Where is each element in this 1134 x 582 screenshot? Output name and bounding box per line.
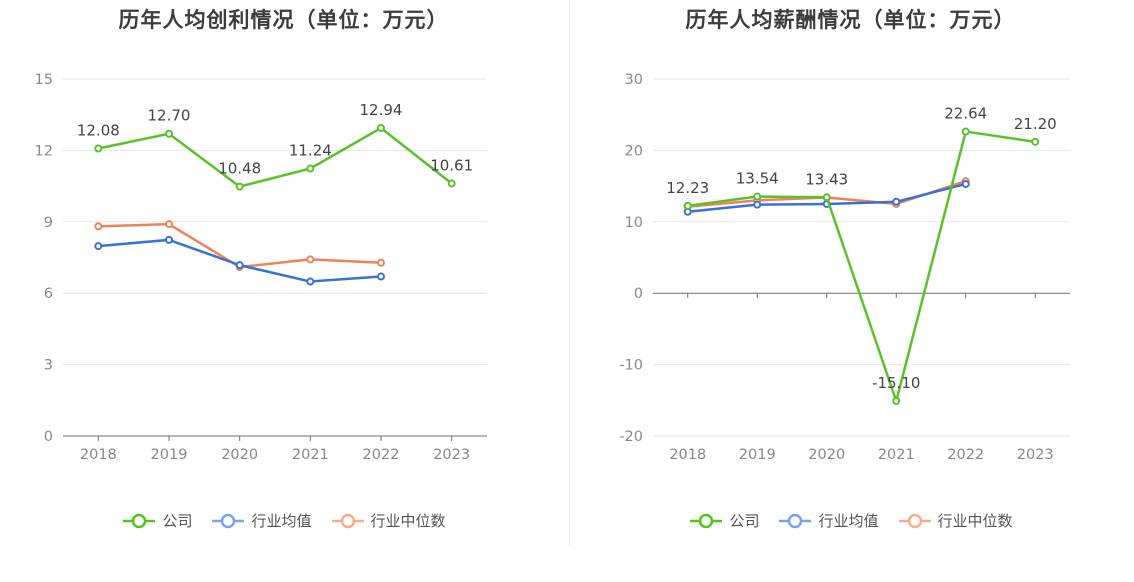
legend-label-company: 公司	[162, 512, 193, 530]
legend-label-industry-median: 行业中位数	[937, 512, 1013, 530]
data-point	[94, 144, 103, 153]
data-point	[377, 272, 385, 281]
x-tick-label: 2018	[669, 447, 706, 463]
data-label: 22.64	[944, 105, 987, 123]
y-tick-label: -10	[619, 358, 643, 374]
data-point	[377, 258, 385, 267]
legend-label-industry-average: 行业均值	[251, 512, 312, 530]
data-point	[1031, 137, 1040, 146]
data-point	[165, 220, 173, 229]
data-point	[165, 235, 173, 244]
data-label: 12.23	[666, 179, 709, 197]
data-point	[961, 179, 970, 188]
chart-title: 历年人均薪酬情况（单位：万元）	[685, 8, 1016, 32]
data-label: 12.08	[77, 121, 120, 139]
legend-item-industry-average[interactable]: 行业均值	[777, 510, 879, 531]
data-point	[235, 182, 244, 191]
chart-panel-per-capita-profit: 历年人均创利情况（单位：万元） 0 3 6 9 12 15 2018 2019 2020 2021…	[0, 8, 567, 531]
chart-legend: 公司 行业均值 行业中位数	[567, 510, 1134, 531]
line-chart-per-capita-profit: 0 3 6 9 12 15 2018 2019 2020 2021 2022 2023 12.08 12.…	[35, 72, 487, 463]
legend-marker-industry-average	[779, 513, 812, 528]
y-tick-label: 10	[625, 215, 643, 231]
chart-panel-per-capita-salary: 历年人均薪酬情况（单位：万元） -20 -10 0 10 20 30 2018 2019 202…	[567, 0, 1134, 582]
data-point	[306, 277, 315, 286]
data-label: -15.10	[872, 374, 920, 392]
data-point	[822, 193, 831, 202]
legend-marker-industry-median	[898, 513, 931, 528]
series-line	[98, 222, 382, 269]
legend-label-company: 公司	[729, 512, 760, 530]
legend-item-company[interactable]: 公司	[121, 510, 192, 531]
data-point	[683, 201, 692, 210]
data-point	[235, 261, 244, 270]
y-tick-label: 6	[44, 286, 53, 302]
data-point	[892, 197, 901, 206]
legend-marker-industry-median	[331, 513, 364, 528]
y-tick-label: 15	[35, 72, 53, 88]
data-point	[892, 397, 901, 406]
chart-legend: 公司 行业均值 行业中位数	[0, 510, 567, 531]
y-tick-label: 0	[634, 286, 643, 302]
data-label: 21.20	[1014, 115, 1057, 133]
data-label: 12.70	[148, 107, 191, 125]
data-point	[447, 179, 456, 188]
y-tick-label: 12	[35, 143, 53, 159]
data-point	[306, 164, 315, 173]
x-tick-label: 2021	[292, 447, 329, 463]
y-tick-label: 0	[44, 429, 53, 445]
legend-item-industry-median[interactable]: 行业中位数	[330, 510, 446, 531]
x-tick-label: 2021	[878, 447, 915, 463]
x-tick-label: 2023	[433, 447, 470, 463]
x-tick-label: 2020	[808, 447, 845, 463]
y-tick-label: 9	[44, 215, 53, 231]
data-label: 11.24	[289, 141, 332, 159]
x-tick-label: 2023	[1017, 447, 1054, 463]
legend-item-industry-median[interactable]: 行业中位数	[897, 510, 1013, 531]
line-chart-per-capita-salary: -20 -10 0 10 20 30 2018 2019 2020 2021 2022 2023 12.…	[619, 72, 1070, 463]
legend-item-company[interactable]: 公司	[688, 510, 759, 531]
legend-marker-industry-average	[212, 513, 245, 528]
data-point	[94, 222, 103, 231]
data-point	[165, 129, 173, 138]
data-label: 10.61	[430, 156, 473, 174]
legend-label-industry-average: 行业均值	[818, 512, 879, 530]
data-label: 12.94	[360, 101, 403, 119]
legend-item-industry-average[interactable]: 行业均值	[210, 510, 312, 531]
x-tick-label: 2022	[947, 447, 984, 463]
y-tick-label: 30	[625, 72, 643, 88]
data-point	[961, 127, 970, 136]
chart-title: 历年人均创利情况（单位：万元）	[118, 8, 449, 32]
data-point	[753, 200, 762, 209]
data-point	[306, 255, 315, 264]
panel-divider	[569, 0, 570, 545]
legend-marker-company	[123, 513, 156, 528]
series-line	[98, 126, 453, 188]
y-tick-label: 20	[625, 143, 643, 159]
data-point	[94, 242, 103, 251]
x-tick-label: 2018	[80, 447, 117, 463]
x-tick-label: 2022	[363, 447, 400, 463]
legend-marker-company	[690, 513, 723, 528]
legend-label-industry-median: 行业中位数	[370, 512, 446, 530]
data-label: 10.48	[218, 160, 261, 178]
x-tick-label: 2020	[221, 447, 258, 463]
x-tick-label: 2019	[151, 447, 188, 463]
data-label: 13.54	[736, 170, 779, 188]
data-label: 13.43	[805, 170, 848, 188]
y-tick-label: 3	[44, 358, 53, 374]
x-tick-label: 2019	[739, 447, 776, 463]
data-point	[377, 124, 385, 133]
series-line	[687, 130, 1036, 403]
data-point	[753, 192, 762, 201]
y-tick-label: -20	[619, 429, 643, 445]
